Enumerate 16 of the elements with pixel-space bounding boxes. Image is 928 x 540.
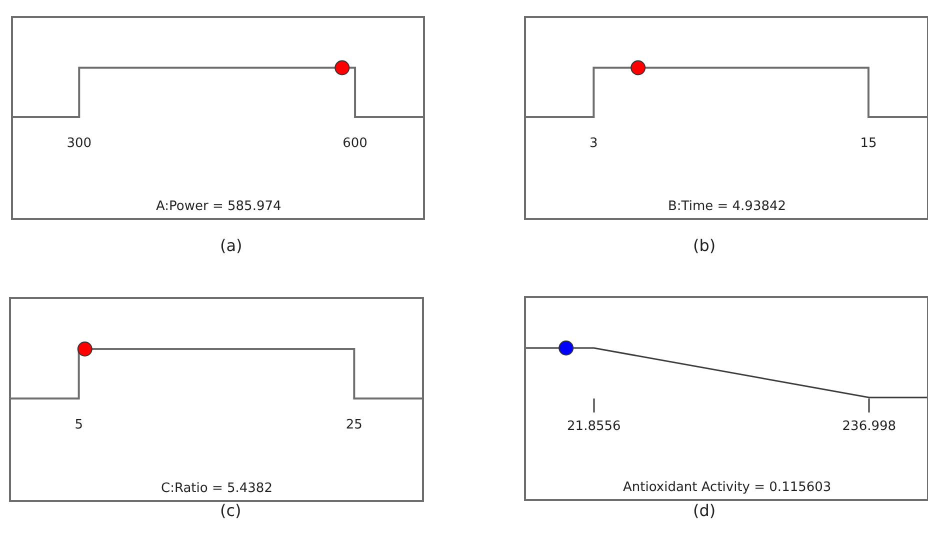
x-tick-label: 25 [346,418,362,433]
x-axis-title: A:Power = 585.974 [156,199,282,214]
text: (a) [220,236,242,255]
x-tick-label: 3 [590,136,598,152]
x-axis-title: B:Time = 4.93842 [668,199,786,214]
x-tick-label: 236.998 [842,419,896,434]
text: (b) [693,236,716,255]
x-axis-title: C:Ratio = 5.4382 [161,481,272,496]
text: (c) [220,501,242,520]
x-tick-label: 21.8556 [567,419,621,434]
x-tick-label: 300 [66,136,92,152]
text: (d) [693,501,716,520]
x-tick-label: 5 [74,418,83,433]
x-axis-title: Antioxidant Activity = 0.115603 [623,480,832,495]
x-tick-label: 600 [342,136,368,152]
x-tick-label: 15 [860,136,877,152]
